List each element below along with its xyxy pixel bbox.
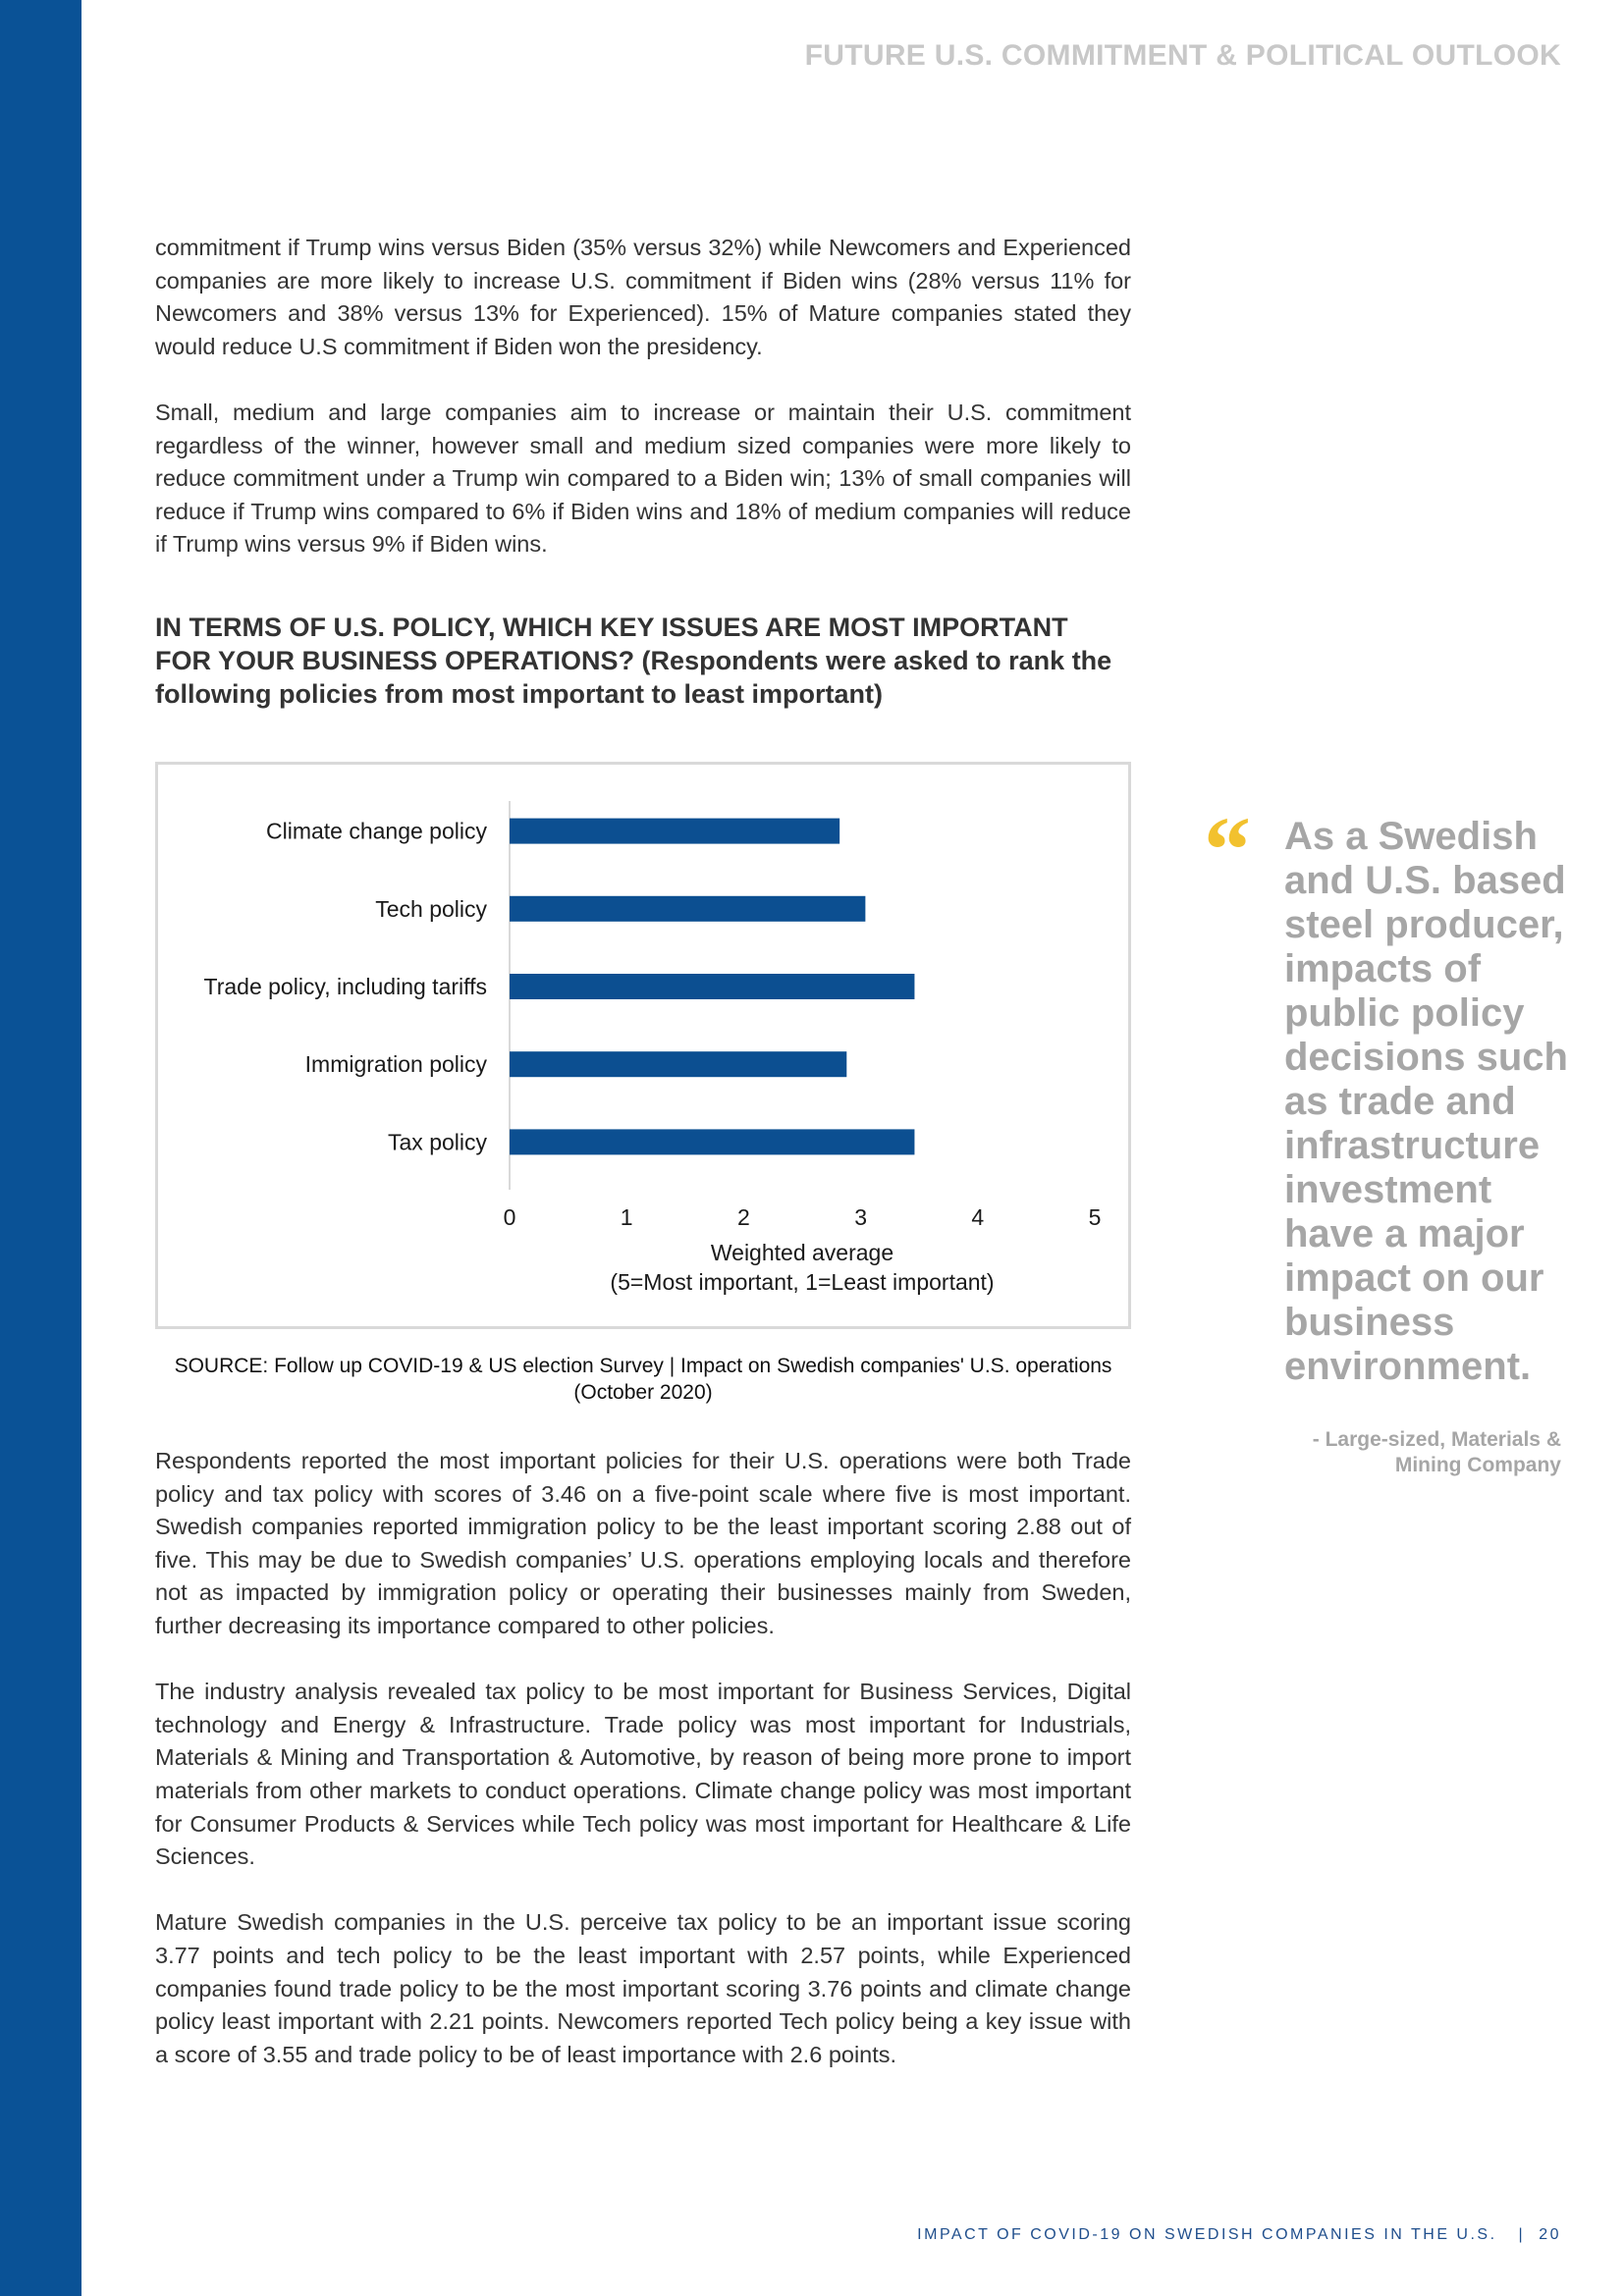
paragraph: Respondents reported the most important … (155, 1448, 1131, 1638)
y-tick-label: Tax policy (388, 1129, 487, 1154)
header-title: FUTURE U.S. COMMITMENT & POLITICAL OUTLO… (804, 39, 1561, 72)
paragraph: commitment if Trump wins versus Biden (3… (155, 235, 1131, 359)
quote-text: As a Swedish and U.S. based steel produc… (1284, 815, 1568, 1388)
y-tick-label: Tech policy (375, 896, 487, 922)
bar (510, 1051, 847, 1078)
x-axis-label: Weighted average (711, 1240, 893, 1265)
text-block: commitment if Trump wins versus Biden (3… (155, 232, 1131, 595)
source: SOURCE: Follow up COVID-19 & US election… (174, 1355, 1112, 1404)
bar (510, 974, 915, 999)
y-tick-label: Trade policy, including tariffs (204, 974, 488, 999)
paragraph: Mature Swedish companies in the U.S. per… (155, 1909, 1131, 2067)
chart-frame (155, 762, 1131, 1329)
side-band (0, 0, 81, 2296)
bar (510, 1129, 915, 1155)
x-tick-label: 1 (621, 1204, 633, 1230)
x-axis-label: (5=Most important, 1=Least important) (610, 1269, 994, 1295)
text-block: Respondents reported the most important … (155, 1445, 1131, 2105)
footer-text: IMPACT OF COVID-19 ON SWEDISH COMPANIES … (917, 2226, 1497, 2243)
page-number: 20 (1539, 2226, 1561, 2243)
y-tick-label: Climate change policy (266, 819, 488, 844)
x-tick-label: 4 (971, 1204, 984, 1230)
paragraph: Small, medium and large companies aim to… (155, 399, 1131, 558)
footer: IMPACT OF COVID-19 ON SWEDISH COMPANIES … (917, 2226, 1561, 2244)
paragraph: The industry analysis revealed tax polic… (155, 1679, 1131, 1870)
x-tick-label: 3 (854, 1204, 867, 1230)
footer-separator: | (1518, 2226, 1526, 2243)
question: IN TERMS OF U.S. POLICY, WHICH KEY ISSUE… (155, 613, 1112, 709)
x-tick-label: 5 (1089, 1204, 1102, 1230)
quote-attribution: - Large-sized, Materials & Mining Compan… (1312, 1428, 1561, 1476)
quote-mark: “ (1204, 797, 1251, 902)
x-tick-label: 2 (737, 1204, 750, 1230)
x-tick-label: 0 (504, 1204, 516, 1230)
chart: 0 1 2 3 4 5 Weighted average (5=Most important,… (155, 762, 1131, 1329)
bar (510, 895, 866, 922)
y-tick-label: Immigration policy (305, 1051, 488, 1077)
bar (510, 818, 840, 844)
